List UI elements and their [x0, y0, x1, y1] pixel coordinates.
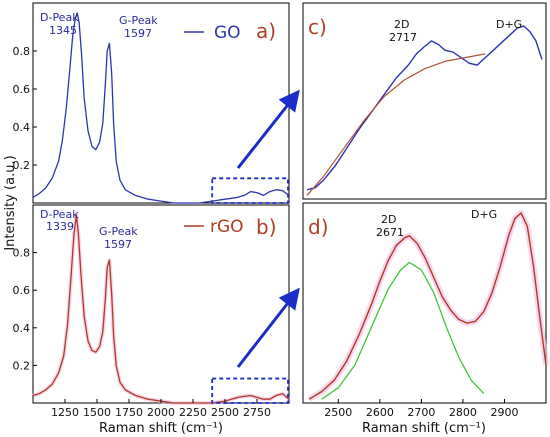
xtick-label-b: 2750 [243, 406, 271, 419]
zoom-arrow-b [236, 287, 300, 368]
annot-a-d-peak-value: 1345 [49, 24, 77, 37]
series-go-zoom-line [306, 25, 543, 191]
panel-label-b: b) [256, 215, 277, 239]
ytick-label-a: 0.4 [13, 121, 31, 134]
ytick-label-b: 0.6 [13, 284, 31, 297]
panel-d-plot [307, 210, 549, 402]
xtick-label-b: 1250 [51, 406, 79, 419]
zoom-box-a [211, 177, 289, 204]
annot-a-g-peak-value: 1597 [124, 27, 152, 40]
annot-c-2d-title: 2D [394, 18, 409, 31]
series-rgo-band [32, 213, 291, 405]
panel-d-frame [302, 202, 547, 404]
series-rgo-zoom-band [307, 210, 549, 402]
series-rgo-zoom-line [308, 212, 547, 400]
zoom-box-b [211, 377, 289, 404]
annot-a-g-peak-title: G-Peak [119, 14, 158, 27]
zoom-arrow-a [236, 89, 300, 169]
panel-label-c: c) [308, 15, 327, 39]
fit-curve-c [306, 53, 486, 196]
legend-go-label: GO [214, 23, 241, 43]
panel-label-d: d) [308, 215, 329, 239]
panel-c-frame [302, 2, 547, 200]
axis-ticks: 0.2 0.4 0.6 0.8 0.2 0.4 0.6 0.8 1250 1500 1750 2000… [13, 45, 519, 419]
annot-d-dg-title: D+G [471, 208, 497, 221]
ytick-label-a: 0.8 [13, 45, 31, 58]
panel-label-a: a) [256, 19, 276, 43]
annot-c-2d-value: 2717 [389, 31, 417, 44]
panel-c-plot [306, 25, 543, 196]
xtick-label-b: 1500 [83, 406, 111, 419]
xtick-label-b: 1750 [115, 406, 143, 419]
series-go-line [32, 12, 290, 204]
annot-a-d-peak-title: D-Peak [40, 11, 79, 24]
xtick-label-d: 2900 [490, 406, 518, 419]
annot-b-g-peak-value: 1597 [104, 238, 132, 251]
panel-b-plot [32, 213, 291, 405]
xtick-label-b: 2500 [211, 406, 239, 419]
panel-a-plot [32, 12, 290, 204]
x-axis-label-left: Raman shift (cm⁻¹) [99, 421, 223, 436]
annot-b-d-peak-value: 1339 [46, 220, 74, 233]
annot-b-d-peak-title: D-Peak [40, 208, 79, 221]
y-axis-label: Intensity (a.u.) [3, 155, 18, 250]
ytick-label-b: 0.8 [13, 247, 31, 260]
panel-b-frame [32, 204, 290, 404]
xtick-label-d: 2500 [324, 406, 352, 419]
xtick-label-d: 2700 [407, 406, 435, 419]
legend-rgo-label: rGO [210, 217, 244, 237]
series-rgo-line [32, 214, 290, 404]
ytick-label-b: 0.2 [13, 359, 31, 372]
xtick-label-d: 2600 [366, 406, 394, 419]
annot-c-dg-title: D+G [496, 18, 522, 31]
x-axis-label-right: Raman shift (cm⁻¹) [362, 421, 486, 436]
xtick-label-b: 2000 [147, 406, 175, 419]
xtick-label-b: 2250 [179, 406, 207, 419]
fit-curve-d [321, 261, 485, 400]
xtick-label-d: 2800 [449, 406, 477, 419]
annot-d-2d-value: 2671 [376, 226, 404, 239]
annot-d-2d-title: 2D [381, 213, 396, 226]
ytick-label-a: 0.6 [13, 83, 31, 96]
annot-b-g-peak-title: G-Peak [99, 225, 138, 238]
ytick-label-a: 0.2 [13, 159, 31, 172]
ytick-label-b: 0.4 [13, 322, 31, 335]
